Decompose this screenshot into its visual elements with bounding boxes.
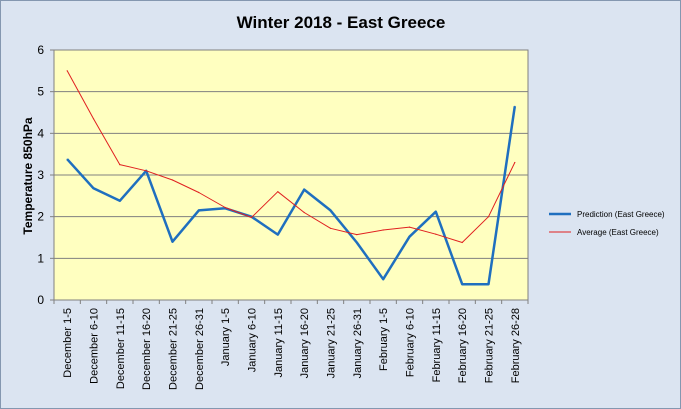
y-tick-label: 4 <box>37 126 44 140</box>
y-axis-label: Temperature 850hPa <box>21 117 35 234</box>
data-point <box>277 234 279 236</box>
data-point <box>461 241 463 244</box>
y-tick-label: 3 <box>37 168 44 182</box>
data-point <box>435 211 437 213</box>
data-point <box>145 170 147 172</box>
x-tick-label: December 6-10 <box>89 308 101 384</box>
data-point <box>408 226 411 228</box>
data-point <box>92 187 95 189</box>
data-point <box>356 234 358 236</box>
data-point <box>487 283 490 285</box>
plot-border <box>53 49 529 301</box>
data-point <box>119 164 121 166</box>
x-tick-labels: December 1-5 December 6-10 December 11-15 D… <box>53 300 529 390</box>
data-point <box>514 161 516 164</box>
series-line <box>66 106 517 286</box>
x-tick-label: January 21-25 <box>326 308 338 378</box>
x-tick-label: January 6-10 <box>247 308 259 372</box>
data-point <box>461 283 463 285</box>
data-point <box>356 241 358 244</box>
x-tick-label: December 16-20 <box>141 308 153 390</box>
data-point <box>250 216 253 219</box>
x-tick-label: January 11-15 <box>273 308 285 378</box>
gridlines <box>54 91 528 259</box>
x-tick-label: December 21-25 <box>168 308 180 390</box>
x-tick-label: February 11-15 <box>431 308 443 382</box>
data-point <box>329 209 332 211</box>
data-point <box>198 209 200 211</box>
data-point <box>171 241 174 243</box>
legend-label: Prediction (East Greece) <box>577 210 665 219</box>
x-tick-label: February 6-10 <box>405 308 417 377</box>
data-point <box>408 236 411 238</box>
data-point <box>277 191 279 193</box>
data-point <box>329 227 332 229</box>
data-point <box>119 200 121 202</box>
data-point <box>92 118 95 120</box>
data-point <box>303 211 305 214</box>
data-point <box>382 278 384 280</box>
y-tick-label: 5 <box>37 85 44 99</box>
data-point <box>66 158 68 160</box>
x-tick-label: February 16-20 <box>457 308 469 383</box>
data-point <box>487 216 490 218</box>
y-tick-label: 1 <box>37 251 44 265</box>
x-tick-label: December 26-31 <box>194 308 206 390</box>
data-point <box>66 70 68 72</box>
x-tick-label: February 1-5 <box>378 308 390 371</box>
data-point <box>224 206 226 209</box>
y-tick-label: 2 <box>37 210 44 224</box>
data-point <box>382 229 384 231</box>
x-tick-label: January 1-5 <box>220 308 232 366</box>
legend-label: Average (East Greece) <box>577 228 659 237</box>
data-point <box>303 189 305 191</box>
chart-title: Winter 2018 - East Greece <box>237 13 446 32</box>
series-lines <box>66 70 517 286</box>
x-tick-label: December 11-15 <box>115 308 127 389</box>
x-tick-label: January 16-20 <box>299 308 311 378</box>
data-point <box>435 233 437 235</box>
x-tick-label: December 1-5 <box>62 308 74 378</box>
data-point <box>171 179 174 181</box>
series-line <box>66 70 516 243</box>
x-tick-label: February 26-28 <box>510 308 522 383</box>
data-point <box>514 105 516 107</box>
legend: Prediction (East Greece) Average (East Gr… <box>549 210 665 237</box>
x-tick-label: February 21-25 <box>484 308 496 383</box>
x-tick-label: January 26-31 <box>352 308 364 378</box>
data-point <box>198 191 200 194</box>
y-tick-labels: 0 1 2 3 4 5 6 <box>37 43 54 307</box>
y-tick-label: 0 <box>37 293 44 307</box>
y-tick-label: 6 <box>37 43 44 57</box>
